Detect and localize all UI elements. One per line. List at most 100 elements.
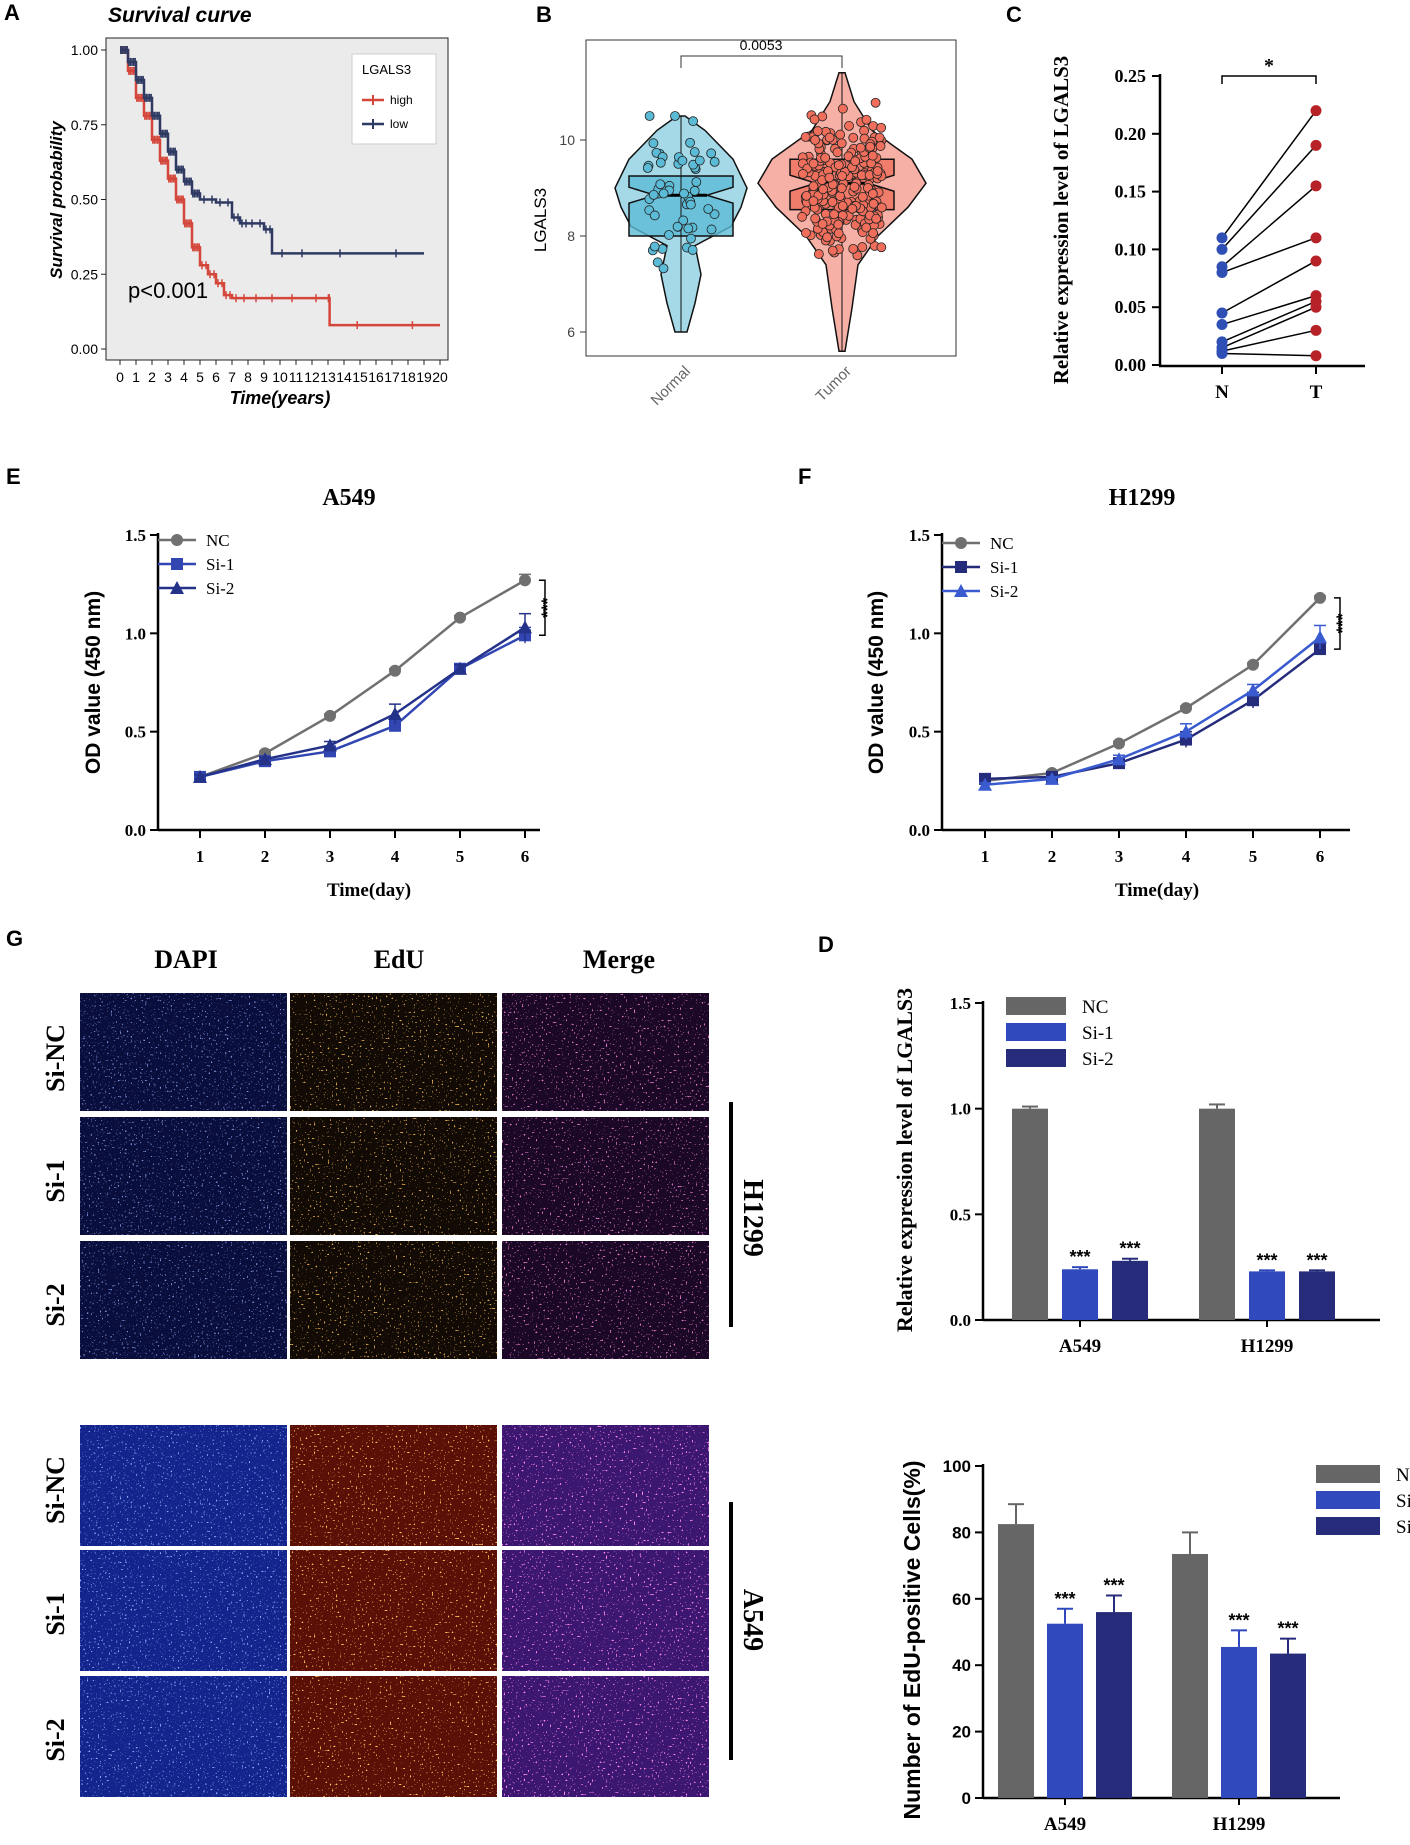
significance-mark: *** [1256,1250,1277,1270]
significance-mark: *** [1054,1589,1075,1609]
data-point-Tumor [847,203,858,214]
y-axis-label: LGALS3 [531,188,550,252]
y-tick-label: 0.5 [950,1205,971,1224]
data-point-Normal [685,199,696,210]
data-point-Tumor [829,209,839,220]
x-tick-label: 16 [368,369,384,385]
y-tick-label: 6 [567,324,575,340]
x-axis-label: Time(day) [327,880,411,901]
data-point-Normal [686,233,696,244]
series-line-NC [199,579,526,779]
data-point-Si-1 [389,719,401,732]
x-tick-label: 6 [1316,847,1325,866]
legend-swatch-Si-2 [1316,1517,1380,1535]
data-point-T [1310,232,1322,244]
y-tick-label: 0.00 [1115,355,1147,375]
p-value-annotation: p<0.001 [128,278,208,303]
data-point-Tumor [810,135,820,145]
data-point-N [1216,319,1228,331]
micrograph-nuclei-merge [502,1117,709,1235]
bar-Si-1-A549 [1047,1623,1083,1798]
legend-marker-Si-1 [955,561,967,573]
x-tick-label: Tumor [813,363,855,405]
data-point-Tumor [809,114,820,125]
y-tick-label: 0.15 [1115,182,1147,202]
h1299-growth-chart: H1299 0.0 0.5 1.0 1.5 1 2 3 4 5 6 Time(day) OD value… [865,485,1352,901]
x-tick-label: 8 [244,369,252,385]
x-tick-label: H1299 [1213,1814,1266,1835]
data-point-NC [324,709,336,722]
bar-Si-2-A549 [1112,1260,1148,1320]
panel-label-d: D [818,932,834,957]
data-point-Tumor [832,147,843,158]
micrograph-nuclei-edu [290,1425,497,1546]
y-tick-label: 0.00 [71,341,98,357]
lgals3-expression-bar-chart: 0.0 0.5 1.0 1.5 Relative expression level of… [892,988,1380,1357]
data-point-Tumor [875,141,886,151]
x-tick-label: 1 [196,847,205,866]
data-point-Tumor [844,121,854,131]
y-tick-label: 0.25 [71,266,98,282]
data-point-Tumor [876,202,887,213]
x-tick-label: 7 [228,369,236,385]
data-point-Normal [688,116,698,127]
bar-NC-A549 [998,1524,1034,1798]
x-tick-label: 6 [212,369,220,385]
data-point-N [1216,232,1228,244]
legend-label-NC: NC [1082,997,1108,1018]
y-tick-label: 0.0 [909,821,930,840]
significance-bracket [1221,75,1317,84]
data-point-Tumor [837,171,847,181]
a549-growth-chart: A549 0.0 0.5 1.0 1.5 1 2 3 4 5 6 Time(day) OD value … [82,485,557,901]
x-tick-label: 9 [260,369,268,385]
data-point-Tumor [843,151,854,162]
y-tick-label: 1.0 [909,624,930,643]
x-tick-label: 20 [432,369,448,385]
legend-label-Si-2: Si-2 [1082,1049,1114,1070]
data-point-Normal [655,179,666,190]
micrograph-nuclei-edu [290,1117,497,1235]
data-point-Tumor [810,213,821,224]
y-tick-label: 0.50 [71,192,98,208]
data-point-Tumor [833,228,844,239]
data-point-Tumor [827,197,838,207]
data-point-N [1216,347,1228,359]
data-point-Normal [658,188,669,199]
data-point-Tumor [812,126,823,136]
micrograph-nuclei-dapi [80,1117,287,1235]
row-label-a549-si-1: Si-1 [41,1592,70,1635]
data-point-T [1310,105,1322,117]
micrograph-nuclei-dapi [80,1425,287,1546]
panel-label-g: G [6,926,23,951]
legend-swatch-Si-1 [1316,1491,1380,1509]
series-line-Si-1 [984,648,1321,781]
data-point-NC [1247,658,1259,671]
x-tick-label: 17 [384,369,400,385]
significance-mark: *** [1119,1239,1140,1259]
data-point-Tumor [808,181,819,192]
panel-label-f: F [798,464,811,489]
data-point-Normal [648,138,659,149]
data-point-Tumor [801,190,812,201]
data-point-Normal [691,177,702,187]
data-point-Si-2 [323,738,337,752]
x-tick-label: 1 [981,847,990,866]
data-point-Normal [658,263,669,274]
micrograph-nuclei-dapi [80,1241,287,1359]
row-label-h1299-si-1: Si-1 [41,1159,70,1202]
y-tick-label: 0.20 [1115,124,1147,144]
bar-Si-1-H1299 [1221,1646,1257,1798]
significance-mark: * [1264,55,1274,77]
y-tick-label: 1.0 [125,624,146,643]
data-point-Tumor [849,182,860,192]
y-tick-label: 0 [962,1789,971,1808]
data-point-Tumor [824,132,835,143]
data-point-Si-2 [453,661,467,675]
micrograph-nuclei-merge [502,1425,709,1546]
data-point-Tumor [833,219,844,230]
data-point-NC [389,664,401,677]
row-label-a549-si-2: Si-2 [41,1718,70,1761]
data-point-NC [519,574,531,587]
data-point-Normal [678,215,689,226]
micrograph-nuclei-edu [290,1550,497,1671]
